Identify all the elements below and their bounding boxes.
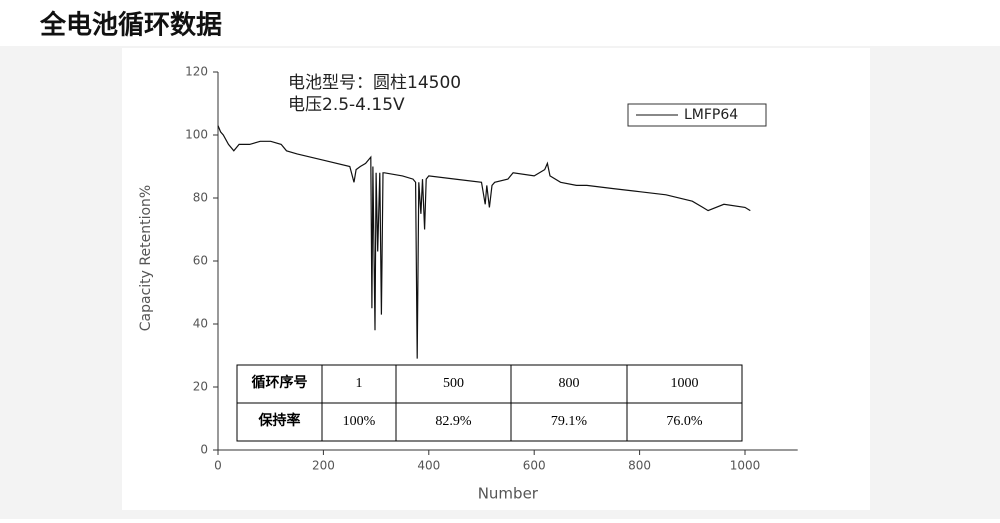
table-cell: 800	[559, 376, 580, 391]
x-tick-label: 1000	[730, 459, 761, 473]
data-line	[217, 125, 751, 359]
table-cell: 1	[356, 376, 363, 391]
table-cell: 循环序号	[252, 374, 308, 391]
x-tick-label: 600	[523, 459, 546, 473]
slide-title: 全电池循环数据	[39, 10, 222, 41]
annotation: 电压2.5-4.15V	[288, 95, 405, 115]
y-tick-label: 0	[200, 443, 208, 457]
x-tick-label: 0	[214, 459, 222, 473]
legend-box	[627, 103, 767, 127]
legend-label: LMFP64	[684, 107, 738, 123]
y-tick-label: 80	[193, 191, 208, 205]
table-cell: 500	[443, 376, 464, 391]
y-tick-label: 20	[193, 380, 208, 394]
table-cell: 82.9%	[435, 414, 472, 429]
y-tick-label: 100	[185, 128, 208, 142]
table-cell: 76.0%	[666, 414, 703, 429]
y-axis-title: Capacity Retention%	[138, 185, 154, 331]
table-cell: 保持率	[258, 412, 301, 429]
y-tick-label: 120	[185, 65, 208, 79]
x-tick-label: 800	[628, 459, 651, 473]
x-tick-label: 400	[417, 459, 440, 473]
table-cell: 1000	[671, 376, 699, 391]
x-axis-title: Number	[478, 485, 539, 503]
title-band	[0, 0, 1000, 46]
table-cell: 100%	[343, 414, 376, 429]
annotation: 电池型号：圆柱14500	[288, 73, 461, 93]
table-cell: 79.1%	[551, 414, 588, 429]
y-tick-label: 60	[193, 254, 208, 268]
x-tick-label: 200	[312, 459, 335, 473]
y-tick-label: 40	[193, 317, 208, 331]
